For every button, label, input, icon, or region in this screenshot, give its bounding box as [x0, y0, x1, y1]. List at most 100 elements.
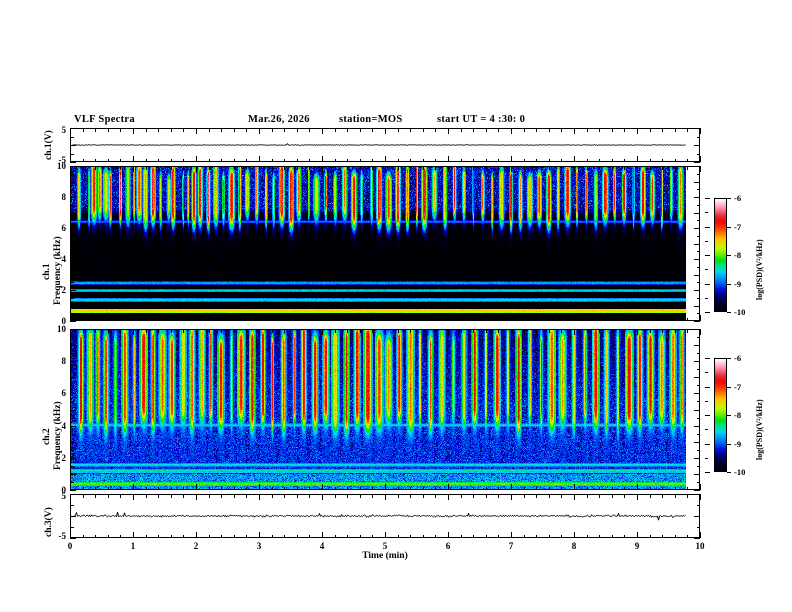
ytick-label-ch2-spectrogram-4: 4: [61, 420, 67, 431]
xtick-ch3-voltage: [498, 534, 499, 538]
xtick-ch2-spectrogram: [637, 329, 638, 335]
colorbar-tick-label--9: -9: [734, 438, 742, 449]
x-tick-label-6: 6: [445, 541, 451, 551]
xtick-ch2-spectrogram: [221, 486, 222, 490]
xtick-ch1-spectrogram: [83, 317, 84, 321]
xtick-ch1-spectrogram: [587, 317, 588, 321]
xtick-ch2-spectrogram: [146, 329, 147, 333]
ytick-ch1-spectrogram: [696, 236, 700, 237]
xtick-ch1-spectrogram: [675, 317, 676, 321]
ytick-ch1-spectrogram: [70, 306, 76, 307]
ytick-ch2-spectrogram: [70, 458, 76, 459]
ytick-ch3-voltage: [70, 494, 76, 495]
ytick-ch2-spectrogram: [70, 434, 74, 435]
xtick-ch3-voltage: [120, 534, 121, 538]
xtick-ch3-voltage: [70, 494, 71, 500]
xtick-ch2-spectrogram: [612, 329, 613, 333]
xtick-ch2-spectrogram: [561, 329, 562, 333]
xtick-ch3-voltage: [284, 534, 285, 538]
xtick-ch1-spectrogram: [272, 317, 273, 321]
xtick-ch3-voltage: [297, 494, 298, 498]
xtick-ch1-spectrogram: [108, 166, 109, 170]
xtick-ch1-spectrogram: [637, 166, 638, 172]
xtick-ch2-spectrogram: [423, 486, 424, 490]
xtick-ch1-voltage: [246, 128, 247, 132]
xtick-ch1-voltage: [435, 158, 436, 162]
xtick-ch1-voltage: [612, 128, 613, 132]
ytick-label-ch1-spectrogram-2: 2: [61, 285, 67, 295]
xtick-ch3-voltage: [524, 534, 525, 538]
xtick-ch3-voltage: [372, 494, 373, 498]
xtick-ch1-voltage: [599, 128, 600, 132]
xtick-ch1-spectrogram: [372, 166, 373, 170]
page-title: VLF Spectra: [74, 114, 135, 125]
xtick-ch1-spectrogram: [599, 317, 600, 321]
xtick-ch3-voltage: [158, 534, 159, 538]
xtick-ch1-spectrogram: [335, 317, 336, 321]
xtick-ch1-voltage: [83, 128, 84, 132]
xtick-ch1-voltage: [587, 158, 588, 162]
colorbar-tick-label--9: -9: [734, 278, 742, 289]
ytick-ch1-spectrogram: [70, 189, 74, 190]
ytick-ch1-spectrogram: [70, 174, 74, 175]
colorbar-outer-tick: [705, 212, 708, 213]
xtick-ch1-voltage: [146, 158, 147, 162]
xtick-ch2-spectrogram: [587, 486, 588, 490]
xtick-ch1-spectrogram: [461, 166, 462, 170]
xtick-ch2-spectrogram: [587, 329, 588, 333]
xtick-ch1-voltage: [662, 158, 663, 162]
xtick-ch3-voltage: [120, 494, 121, 498]
xtick-ch3-voltage: [246, 534, 247, 538]
xtick-ch3-voltage: [108, 494, 109, 498]
ytick-ch2-spectrogram: [694, 410, 700, 411]
xtick-ch2-spectrogram: [70, 484, 71, 490]
ytick-label-ch2-spectrogram-0: 0: [61, 485, 67, 495]
xtick-ch1-voltage: [259, 128, 260, 134]
station-label: station=MOS: [339, 114, 403, 125]
ch3-voltage-ytick-0: 5: [61, 491, 67, 501]
ytick-ch1-voltage: [70, 145, 76, 146]
xtick-ch2-spectrogram: [435, 486, 436, 490]
xtick-ch3-voltage: [360, 534, 361, 538]
colorbar-outer-tick: [705, 255, 710, 256]
xtick-ch3-voltage: [183, 534, 184, 538]
xtick-ch2-spectrogram: [196, 484, 197, 490]
ytick-ch1-spectrogram: [696, 282, 700, 283]
xtick-ch1-spectrogram: [133, 166, 134, 172]
xtick-ch3-voltage: [473, 534, 474, 538]
xtick-ch3-voltage: [675, 534, 676, 538]
colorbar-outer-tick: [705, 429, 708, 430]
xtick-ch2-spectrogram: [322, 329, 323, 335]
ytick-ch1-spectrogram: [70, 267, 74, 268]
xtick-ch3-voltage: [335, 494, 336, 498]
xtick-ch2-spectrogram: [650, 329, 651, 333]
xtick-ch3-voltage: [461, 494, 462, 498]
xtick-ch2-spectrogram: [549, 329, 550, 333]
xtick-ch3-voltage: [624, 494, 625, 498]
xtick-ch1-spectrogram: [435, 317, 436, 321]
ytick-ch2-spectrogram: [694, 361, 700, 362]
xtick-ch2-spectrogram: [335, 486, 336, 490]
xtick-ch3-voltage: [234, 494, 235, 498]
colorbar-outer-tick: [705, 458, 708, 459]
xtick-ch1-voltage: [70, 128, 71, 134]
xtick-ch2-spectrogram: [410, 486, 411, 490]
xtick-ch1-voltage: [700, 156, 701, 162]
xtick-ch3-voltage: [133, 494, 134, 500]
ytick-ch1-voltage: [70, 154, 74, 155]
ytick-ch3-voltage: [694, 494, 700, 495]
colorbar-tick: [727, 284, 731, 285]
xtick-ch3-voltage: [423, 534, 424, 538]
xtick-ch1-voltage: [662, 128, 663, 132]
colorbar-tick: [727, 387, 731, 388]
ytick-ch3-voltage: [694, 516, 700, 517]
colorbar-tick-label--10: -10: [734, 307, 746, 317]
xtick-ch3-voltage: [662, 494, 663, 498]
xtick-ch3-voltage: [372, 534, 373, 538]
ch3-voltage-trace: [71, 495, 699, 537]
xtick-ch2-spectrogram: [624, 486, 625, 490]
ch3-voltage-axis-label: ch.3(V): [44, 507, 54, 537]
x-tick-label-3: 3: [256, 541, 262, 551]
xtick-ch3-voltage: [171, 494, 172, 498]
xtick-ch1-voltage: [108, 128, 109, 132]
